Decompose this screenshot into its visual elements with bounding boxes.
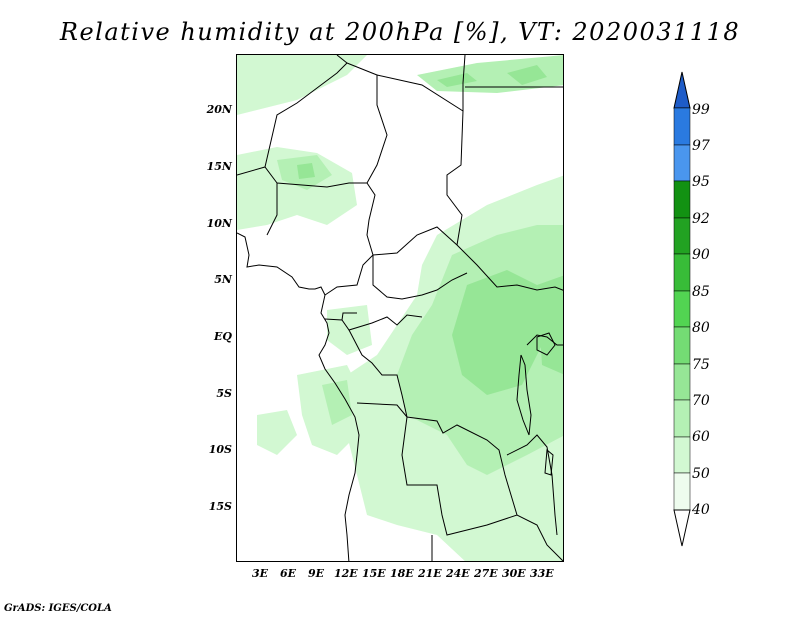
lat-label-15s: 15S [208, 500, 232, 513]
colorbar-label-60: 60 [692, 429, 710, 445]
colorbar-label-99: 99 [692, 102, 710, 118]
colorbar-bin-40-50 [673, 472, 691, 511]
colorbar-label-70: 70 [692, 393, 710, 409]
colorbar-label-40: 40 [692, 502, 710, 518]
lon-label-9e: 9E [308, 567, 325, 580]
colorbar-bottom-arrow [673, 509, 691, 547]
colorbar-label-92: 92 [692, 211, 710, 227]
lon-label-30e: 30E [502, 567, 526, 580]
colorbar-bin-85-90 [673, 253, 691, 292]
grads-credit: GrADS: IGES/COLA [4, 603, 112, 614]
humidity-map [237, 55, 563, 561]
lakes [516, 332, 556, 476]
lat-label-20n: 20N [206, 103, 232, 116]
colorbar-label-75: 75 [692, 357, 710, 373]
colorbar-label-50: 50 [692, 466, 710, 482]
colorbar-label-85: 85 [692, 284, 710, 300]
colorbar-label-97: 97 [692, 138, 710, 154]
lon-label-3e: 3E [252, 567, 269, 580]
lon-label-6e: 6E [280, 567, 297, 580]
lat-label-10s: 10S [208, 443, 232, 456]
colorbar-label-90: 90 [692, 247, 710, 263]
lat-label-5s: 5S [216, 387, 232, 400]
colorbar-label-95: 95 [692, 174, 710, 190]
colorbar-bin-95-97 [673, 144, 691, 182]
lon-label-33e: 33E [530, 567, 554, 580]
colorbar-bin-92-95 [673, 180, 691, 219]
lat-label-15n: 15N [206, 160, 232, 173]
lon-label-12e: 12E [334, 567, 358, 580]
colorbar-bin-75-80 [673, 326, 691, 365]
colorbar-bin-80-85 [673, 290, 691, 328]
lat-label-5n: 5N [214, 273, 232, 286]
colorbar-bin-97-99 [673, 107, 691, 146]
lon-label-27e: 27E [474, 567, 498, 580]
lat-label-eq: EQ [214, 330, 232, 343]
colorbar-top-arrow [673, 71, 691, 109]
coastline-borders [237, 55, 563, 561]
humidity-shading [237, 55, 563, 561]
colorbar [673, 71, 691, 547]
colorbar-label-80: 80 [692, 320, 710, 336]
lon-label-15e: 15E [362, 567, 386, 580]
lon-label-24e: 24E [446, 567, 470, 580]
colorbar-bin-50-60 [673, 436, 691, 474]
map-plot-area [236, 54, 564, 562]
lon-label-18e: 18E [390, 567, 414, 580]
colorbar-bin-90-92 [673, 217, 691, 255]
lat-label-10n: 10N [206, 217, 232, 230]
lon-label-21e: 21E [418, 567, 442, 580]
colorbar-bin-60-70 [673, 399, 691, 438]
colorbar-bin-70-75 [673, 363, 691, 401]
chart-title: Relative humidity at 200hPa [%], VT: 202… [59, 18, 741, 46]
